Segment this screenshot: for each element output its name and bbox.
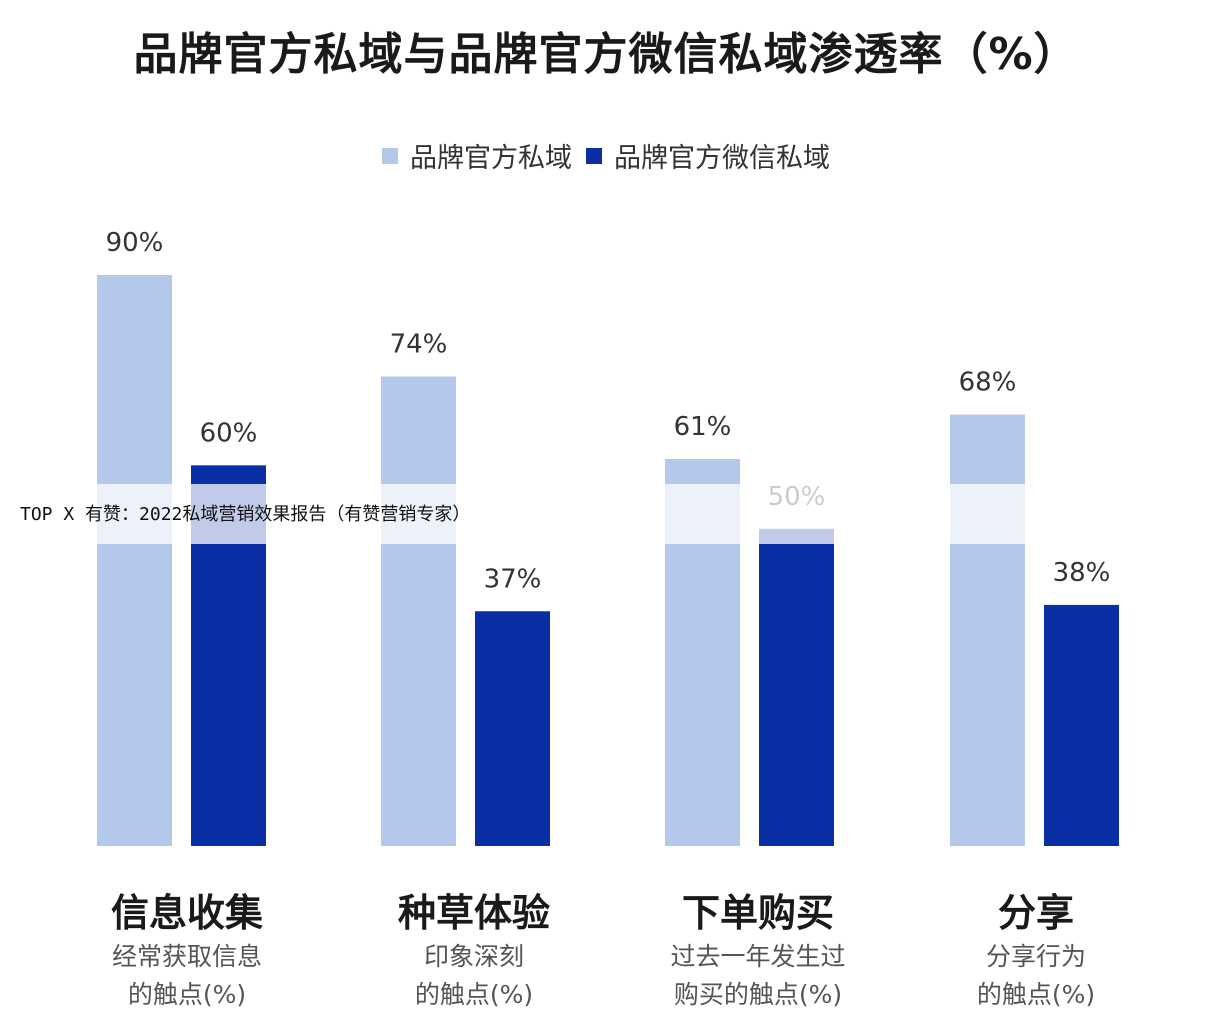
category-label-3: 下单购买 [681,891,834,935]
data-label-series1-cat4: 68% [959,368,1017,398]
category-sub-1a: 经常获取信息 [111,942,262,971]
data-label-series2-cat1: 60% [200,418,258,448]
category-label-4: 分享 [997,891,1074,935]
data-label-series1-cat3: 61% [674,412,732,442]
legend-label-series-1: 品牌官方私域 [410,143,572,174]
legend-label-series-2: 品牌官方微信私域 [614,143,830,174]
category-label-2: 种草体验 [397,891,550,935]
legend-item-series-2: 品牌官方微信私域 [586,136,830,175]
watermark-text: TOP X 有赞：2022私域营销效果报告（有赞营销专家） [20,504,471,525]
watermark-band [0,484,1212,544]
category-sub-3b: 购买的触点(%) [673,980,843,1009]
data-label-series1-cat2: 74% [390,330,448,360]
legend-swatch-series-1 [382,147,398,164]
category-sub-1b: 的触点(%) [127,980,247,1009]
category-label-1: 信息收集 [110,891,263,935]
category-sub-3a: 过去一年发生过 [670,942,846,971]
data-label-series2-cat4: 38% [1053,558,1111,588]
category-sub-2a: 印象深刻 [423,942,524,971]
bar-series2-cat4 [1044,604,1119,846]
data-label-series1-cat1: 90% [106,228,164,258]
category-sub-2b: 的触点(%) [414,980,534,1009]
category-sub-4a: 分享行为 [985,942,1086,971]
bar-series2-cat3 [759,528,834,846]
legend: 品牌官方私域 品牌官方微信私域 [0,136,1212,175]
chart-title: 品牌官方私域与品牌官方微信私域渗透率（%） [133,29,1079,80]
data-label-series2-cat2: 37% [484,564,542,594]
category-sub-4b: 的触点(%) [976,980,1096,1009]
bar-series2-cat2 [475,611,550,846]
legend-item-series-1: 品牌官方私域 [382,136,572,175]
bar-series1-cat2 [381,376,456,846]
bar-series1-cat4 [950,414,1025,846]
bar-series1-cat1 [97,275,172,846]
legend-swatch-series-2 [586,147,602,164]
